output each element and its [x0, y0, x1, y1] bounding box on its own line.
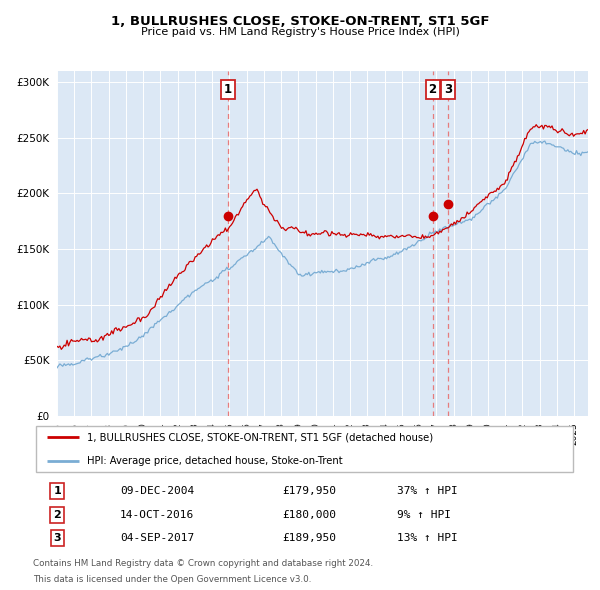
Text: 14-OCT-2016: 14-OCT-2016 [120, 510, 194, 520]
Text: 1: 1 [53, 486, 61, 496]
Text: Price paid vs. HM Land Registry's House Price Index (HPI): Price paid vs. HM Land Registry's House … [140, 28, 460, 37]
Text: 37% ↑ HPI: 37% ↑ HPI [397, 486, 458, 496]
Text: 3: 3 [444, 83, 452, 96]
Text: 13% ↑ HPI: 13% ↑ HPI [397, 533, 458, 543]
Text: 09-DEC-2004: 09-DEC-2004 [120, 486, 194, 496]
Text: 3: 3 [53, 533, 61, 543]
Text: 1: 1 [224, 83, 232, 96]
Text: 1, BULLRUSHES CLOSE, STOKE-ON-TRENT, ST1 5GF: 1, BULLRUSHES CLOSE, STOKE-ON-TRENT, ST1… [111, 15, 489, 28]
Text: 2: 2 [428, 83, 437, 96]
Text: £179,950: £179,950 [283, 486, 337, 496]
Text: 2: 2 [53, 510, 61, 520]
Text: 04-SEP-2017: 04-SEP-2017 [120, 533, 194, 543]
Text: 9% ↑ HPI: 9% ↑ HPI [397, 510, 451, 520]
Text: 1, BULLRUSHES CLOSE, STOKE-ON-TRENT, ST1 5GF (detached house): 1, BULLRUSHES CLOSE, STOKE-ON-TRENT, ST1… [88, 432, 433, 442]
Text: This data is licensed under the Open Government Licence v3.0.: This data is licensed under the Open Gov… [33, 575, 311, 585]
Text: Contains HM Land Registry data © Crown copyright and database right 2024.: Contains HM Land Registry data © Crown c… [33, 559, 373, 568]
Text: £189,950: £189,950 [283, 533, 337, 543]
Text: £180,000: £180,000 [283, 510, 337, 520]
FancyBboxPatch shape [36, 425, 573, 473]
Text: HPI: Average price, detached house, Stoke-on-Trent: HPI: Average price, detached house, Stok… [88, 456, 343, 466]
